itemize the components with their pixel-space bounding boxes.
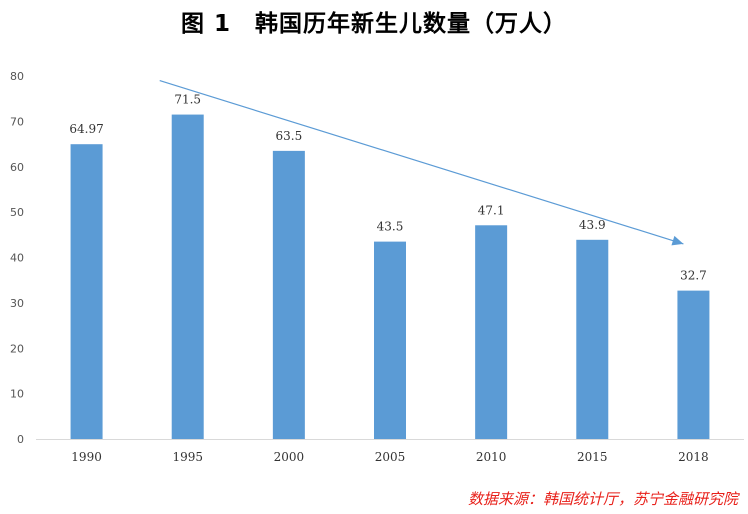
data-label-1995: 71.5 — [174, 93, 201, 107]
y-tick-label: 40 — [10, 252, 24, 265]
y-tick-label: 20 — [10, 342, 24, 355]
data-label-2005: 43.5 — [377, 220, 404, 234]
y-tick-label: 80 — [10, 70, 24, 83]
y-tick-label: 60 — [10, 161, 24, 174]
x-axis: 1990 1995 2000 2005 2010 2015 2018 — [36, 439, 744, 464]
y-tick-label: 30 — [10, 297, 24, 310]
x-tick-label: 1995 — [172, 450, 203, 464]
x-tick-label: 2000 — [274, 450, 305, 464]
y-tick-label: 70 — [10, 115, 24, 128]
y-tick-label: 0 — [17, 433, 24, 446]
bar-2018 — [677, 290, 710, 439]
trend-arrow — [159, 79, 684, 246]
x-tick-label: 2010 — [476, 450, 507, 464]
data-label-2018: 32.7 — [680, 269, 707, 283]
data-label-1990: 64.97 — [69, 122, 103, 136]
source-note: 数据来源：韩国统计厅，苏宁金融研究院 — [467, 490, 738, 508]
trend-arrowhead — [671, 235, 684, 246]
x-tick-label: 1990 — [71, 450, 102, 464]
y-tick-label: 10 — [10, 388, 24, 401]
bar-2000 — [272, 150, 305, 439]
y-tick-label: 50 — [10, 206, 24, 219]
trend-line — [159, 79, 684, 245]
x-tick-label: 2015 — [577, 450, 608, 464]
bar-2010 — [475, 225, 508, 439]
data-label-2015: 43.9 — [579, 218, 606, 232]
bar-2015 — [576, 239, 609, 439]
x-tick-label: 2005 — [375, 450, 406, 464]
bar-1990 — [70, 144, 103, 440]
bar-1995 — [171, 114, 204, 439]
data-label-2010: 47.1 — [478, 203, 505, 217]
chart-title: 图 1 韩国历年新生儿数量（万人） — [180, 11, 567, 37]
x-tick-label: 2018 — [678, 450, 709, 464]
bars: 64.97 71.5 63.5 43.5 47.1 43.9 32.7 — [69, 93, 710, 440]
y-axis: 0 10 20 30 40 50 60 70 80 — [10, 70, 24, 446]
bar-2005 — [374, 241, 406, 439]
data-label-2000: 63.5 — [275, 129, 302, 143]
